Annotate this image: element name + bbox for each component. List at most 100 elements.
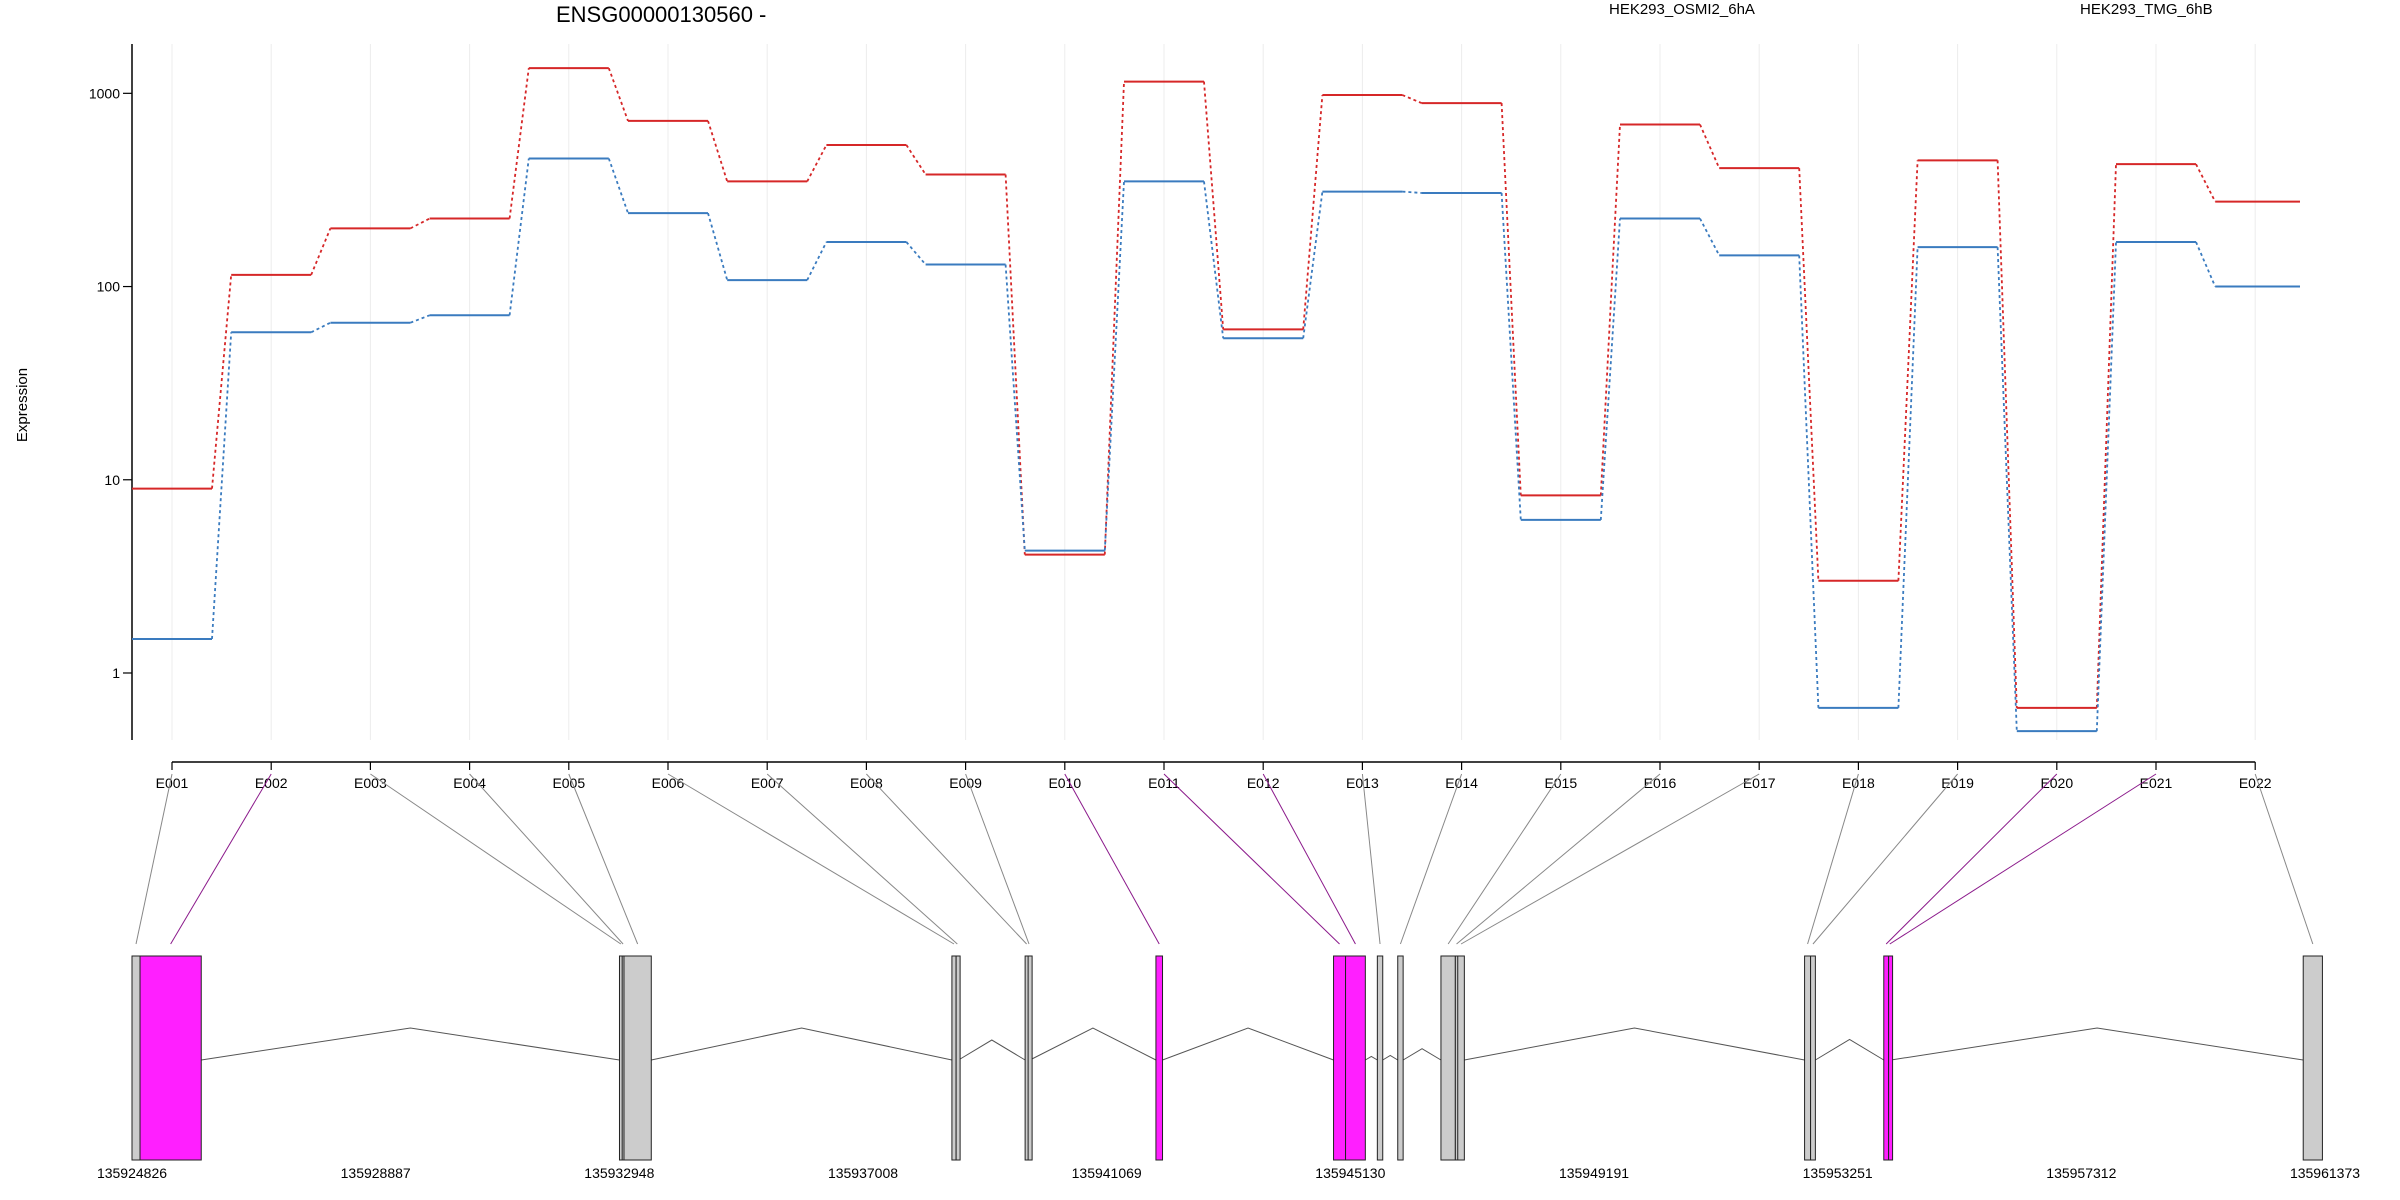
series-tmg bbox=[132, 157, 2300, 733]
gene-model: 135924826 135928887 135932948 135937008 1359… bbox=[97, 955, 2360, 1181]
x-tick-label-e014: E014 bbox=[1445, 775, 1478, 791]
legend-entry-tmg: HEK293_TMG_6hB bbox=[2080, 1, 2213, 18]
transition-line bbox=[1798, 168, 1820, 581]
bin-connector-e022 bbox=[2254, 773, 2314, 945]
y-tick-label: 10 bbox=[104, 472, 120, 488]
x-tick-label-e012: E012 bbox=[1247, 775, 1280, 791]
intron-line bbox=[1029, 1027, 1157, 1061]
coordinate-label: 135953251 bbox=[1803, 1165, 1873, 1181]
bin-connector-e011 bbox=[1163, 773, 1340, 945]
bin-connector-e001 bbox=[135, 773, 173, 945]
x-tick-label-e009: E009 bbox=[949, 775, 982, 791]
exon-block-e009 bbox=[1027, 955, 1033, 1161]
intron-line bbox=[1402, 1048, 1442, 1061]
x-tick-label-e004: E004 bbox=[453, 775, 486, 791]
transition-line bbox=[607, 67, 629, 122]
bin-connector-e005 bbox=[568, 773, 639, 945]
bin-connector-e008 bbox=[866, 773, 1027, 945]
transition-line bbox=[410, 314, 430, 324]
series-layer bbox=[132, 67, 2300, 733]
coordinate-label: 135941069 bbox=[1072, 1165, 1142, 1181]
bin-connector-e009 bbox=[965, 773, 1030, 945]
transition-line bbox=[1699, 218, 1720, 256]
transition-line bbox=[1500, 192, 1522, 520]
transition-line bbox=[2095, 164, 2117, 708]
bin-connector-e019 bbox=[1812, 773, 1958, 945]
transition-line bbox=[707, 212, 729, 281]
x-tick-label-e003: E003 bbox=[354, 775, 387, 791]
x-tick-label-e017: E017 bbox=[1743, 775, 1776, 791]
exon-block-e005 bbox=[623, 955, 652, 1161]
coordinate-label: 135937008 bbox=[828, 1165, 898, 1181]
exon-block-e010 bbox=[1155, 955, 1164, 1161]
transition-line bbox=[1500, 103, 1522, 496]
coordinate-label: 135961373 bbox=[2290, 1165, 2360, 1181]
x-tick-label-e010: E010 bbox=[1048, 775, 1081, 791]
bin-connector-e004 bbox=[469, 773, 624, 945]
bin-connector-e012 bbox=[1262, 773, 1356, 945]
coordinate-label: 135949191 bbox=[1559, 1165, 1629, 1181]
intron-line bbox=[651, 1027, 953, 1061]
transition-line bbox=[1203, 181, 1225, 339]
exon-block-e013 bbox=[1376, 955, 1384, 1161]
bin-connector-e007 bbox=[766, 773, 958, 945]
coordinate-label: 135928887 bbox=[341, 1165, 411, 1181]
transition-line bbox=[310, 321, 331, 334]
x-tick-label-e022: E022 bbox=[2239, 775, 2272, 791]
exon-block-e011 bbox=[1333, 955, 1347, 1161]
intron-line bbox=[201, 1027, 620, 1061]
coordinate-label: 135945130 bbox=[1315, 1165, 1385, 1181]
intron-line bbox=[1890, 1027, 2304, 1061]
transition-line bbox=[2195, 241, 2217, 287]
transition-line bbox=[1004, 174, 1026, 555]
y-tick-label: 1000 bbox=[89, 85, 120, 101]
transition-line bbox=[1004, 264, 1026, 551]
transition-line bbox=[1897, 247, 1919, 708]
x-tick-label-e013: E013 bbox=[1346, 775, 1379, 791]
transition-line bbox=[1599, 218, 1621, 520]
transition-line bbox=[707, 120, 729, 182]
x-tick-label-e006: E006 bbox=[652, 775, 685, 791]
transition-line bbox=[1996, 160, 2018, 708]
intron-line bbox=[1815, 1038, 1885, 1061]
x-tick-label-e002: E002 bbox=[255, 775, 288, 791]
transition-line bbox=[211, 274, 233, 489]
x-tick-label-e001: E001 bbox=[156, 775, 189, 791]
x-tick-label-e008: E008 bbox=[850, 775, 883, 791]
y-tick-label: 100 bbox=[97, 279, 121, 295]
exon-block-e022 bbox=[2302, 955, 2323, 1161]
exon-block-e015 bbox=[1440, 955, 1456, 1161]
exon-block-e021 bbox=[1888, 955, 1894, 1161]
transition-line bbox=[607, 158, 629, 214]
bin-connector-e016 bbox=[1456, 773, 1661, 945]
transition-line bbox=[1302, 191, 1324, 339]
x-tick-label-e005: E005 bbox=[552, 775, 585, 791]
bin-connector-e020 bbox=[1885, 773, 2058, 945]
x-tick-label-e007: E007 bbox=[751, 775, 784, 791]
exon-block-e017 bbox=[1457, 955, 1465, 1161]
bin-connector-e014 bbox=[1399, 773, 1463, 945]
transition-line bbox=[409, 217, 431, 230]
transition-line bbox=[1103, 181, 1125, 551]
exon-block-e002 bbox=[139, 955, 202, 1161]
bin-connector-layer bbox=[135, 773, 2314, 945]
transition-line bbox=[1402, 94, 1422, 104]
x-tick-label-e016: E016 bbox=[1644, 775, 1677, 791]
bin-connector-e006 bbox=[667, 773, 955, 945]
transition-line bbox=[2095, 241, 2117, 732]
exon-block-e018 bbox=[1804, 955, 1812, 1161]
exon-block-e007 bbox=[955, 955, 961, 1161]
y-tick-label: 1 bbox=[112, 665, 120, 681]
transition-line bbox=[905, 241, 927, 266]
transition-line bbox=[508, 158, 530, 316]
exon-block-e019 bbox=[1810, 955, 1816, 1161]
bin-connector-e021 bbox=[1889, 773, 2157, 945]
exon-block-e001 bbox=[131, 955, 141, 1161]
transition-line bbox=[1599, 124, 1621, 496]
coordinate-label: 135924826 bbox=[97, 1165, 167, 1181]
transition-line bbox=[905, 144, 927, 176]
intron-line bbox=[1365, 1055, 1378, 1061]
coordinate-label: 135932948 bbox=[584, 1165, 654, 1181]
transition-line bbox=[806, 144, 828, 182]
